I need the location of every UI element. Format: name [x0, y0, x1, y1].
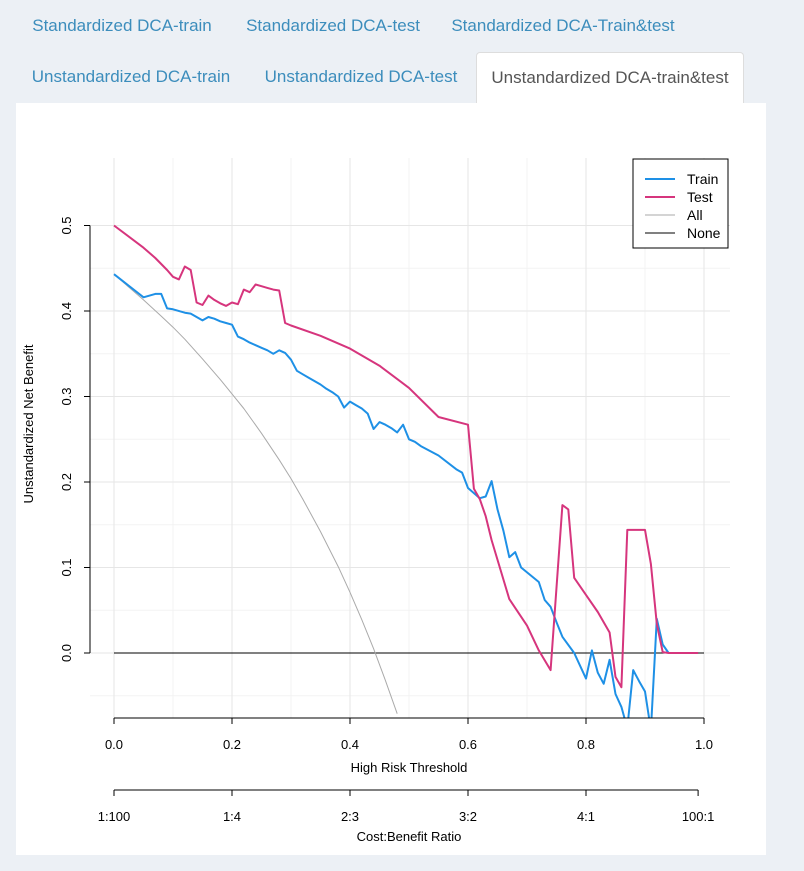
y-tick-label: 0.3: [59, 387, 74, 405]
y-tick-label: 0.5: [59, 216, 74, 234]
tab-unstandardized-dca-train[interactable]: Unstandardized DCA-train: [31, 67, 231, 86]
series-line-train: [113, 273, 670, 718]
cost-benefit-tick-label: 3:2: [459, 809, 477, 824]
cost-benefit-tick-label: 2:3: [341, 809, 359, 824]
x-tick-label: 0.8: [577, 737, 595, 752]
legend-label-test: Test: [687, 189, 713, 205]
x-tick-label: 0.2: [223, 737, 241, 752]
tab-standardized-dca-train-test[interactable]: Standardized DCA-Train&test: [451, 16, 675, 35]
cost-benefit-tick-label: 1:100: [98, 809, 131, 824]
x-tick-label: 1.0: [695, 737, 713, 752]
y-axis-title: Unstandardized Net Benefit: [21, 344, 36, 503]
legend-label-train: Train: [687, 171, 718, 187]
tab-standardized-dca-test[interactable]: Standardized DCA-test: [246, 16, 420, 35]
series-line-test: [113, 224, 699, 689]
series-line-all: [113, 273, 398, 714]
x-tick-label: 0.0: [105, 737, 123, 752]
x-axis-title: High Risk Threshold: [351, 760, 468, 775]
tab-standardized-dca-train[interactable]: Standardized DCA-train: [32, 16, 212, 35]
y-tick-label: 0.2: [59, 473, 74, 491]
tab-unstandardized-dca-test[interactable]: Unstandardized DCA-test: [264, 67, 458, 86]
tab-unstandardized-dca-train-test[interactable]: Unstandardized DCA-train&test: [476, 52, 744, 104]
legend-label-none: None: [687, 225, 721, 241]
x-tick-label: 0.6: [459, 737, 477, 752]
cost-benefit-tick-label: 1:4: [223, 809, 241, 824]
cost-benefit-tick-label: 100:1: [682, 809, 715, 824]
y-tick-label: 0.4: [59, 302, 74, 320]
y-tick-label: 0.0: [59, 644, 74, 662]
legend-label-all: All: [687, 207, 703, 223]
cost-benefit-axis-title: Cost:Benefit Ratio: [357, 829, 462, 844]
x-tick-label: 0.4: [341, 737, 359, 752]
cost-benefit-tick-label: 4:1: [577, 809, 595, 824]
y-tick-label: 0.1: [59, 558, 74, 576]
